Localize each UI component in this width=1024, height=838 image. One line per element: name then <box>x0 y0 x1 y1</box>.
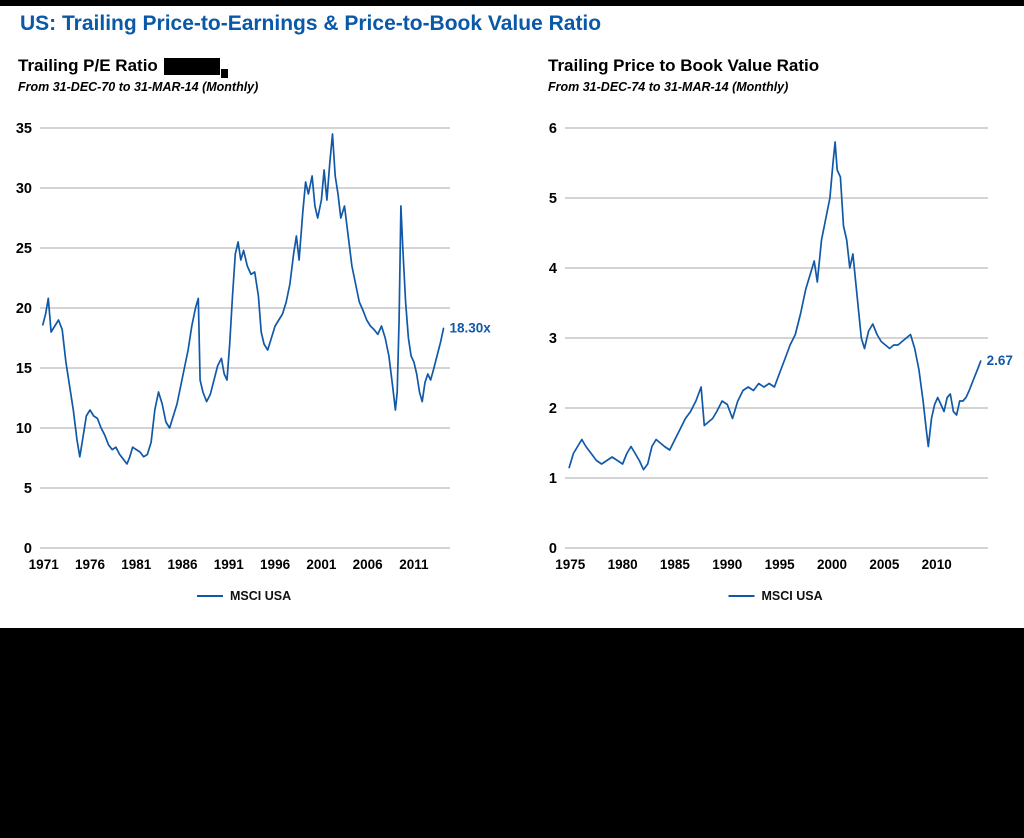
chart-subtitle: From 31-DEC-70 to 31-MAR-14 (Monthly) <box>18 80 259 94</box>
x-tick-label: 1986 <box>168 557 199 572</box>
pe-chart: Trailing P/E Ratio From 31-DEC-70 to 31-… <box>6 56 516 616</box>
y-tick-label: 15 <box>16 361 32 377</box>
x-tick-label: 2006 <box>353 557 384 572</box>
pb-chart-plot: 0 1 2 3 4 5 6 1975 1980 1985 1990 1995 2000 2005 2010 2… <box>549 121 1013 603</box>
y-tick-label: 30 <box>16 181 32 197</box>
y-tick-label: 5 <box>549 191 557 207</box>
x-tick-label: 1990 <box>712 557 742 572</box>
y-tick-label: 20 <box>16 301 32 317</box>
redaction-box <box>163 58 220 76</box>
redaction-mark <box>220 69 228 79</box>
page-title: US: Trailing Price-to-Earnings & Price-t… <box>20 12 602 35</box>
y-tick-label: 6 <box>549 121 557 137</box>
y-tick-label: 35 <box>16 121 32 137</box>
end-value-label: 18.30x <box>450 320 492 335</box>
pe-chart-plot: 0 5 10 15 20 25 30 35 1971 1976 1981 1986 1991 1996 20… <box>16 121 492 603</box>
redaction-box-white <box>876 52 938 80</box>
y-tick-label: 10 <box>16 421 32 437</box>
x-tick-label: 1985 <box>660 557 691 572</box>
x-tick-label: 1981 <box>121 557 152 572</box>
x-tick-label: 1995 <box>765 557 796 572</box>
chart-title: Trailing P/E Ratio <box>18 56 158 75</box>
x-tick-label: 2011 <box>399 557 429 572</box>
y-tick-label: 3 <box>549 331 557 347</box>
y-tick-label: 5 <box>24 481 32 497</box>
x-tick-label: 2005 <box>869 557 900 572</box>
series-line <box>568 141 982 471</box>
x-tick-label: 1975 <box>555 557 586 572</box>
x-tick-label: 1980 <box>608 557 638 572</box>
pe-chart-header: Trailing P/E Ratio <box>6 56 516 80</box>
y-tick-label: 0 <box>549 541 557 557</box>
end-value-label: 2.67 <box>987 353 1013 368</box>
chart-title: Trailing Price to Book Value Ratio <box>548 56 820 75</box>
series-line <box>41 133 445 465</box>
x-tick-label: 1971 <box>29 557 60 572</box>
pb-chart: Trailing Price to Book Value Ratio From … <box>534 52 1024 616</box>
y-tick-label: 2 <box>549 401 557 417</box>
legend-label: MSCI USA <box>230 589 291 603</box>
x-tick-label: 2010 <box>922 557 952 572</box>
x-tick-label: 2001 <box>306 557 337 572</box>
legend-label: MSCI USA <box>762 589 823 603</box>
y-tick-label: 0 <box>24 541 32 557</box>
x-tick-label: 1991 <box>214 557 245 572</box>
y-tick-label: 25 <box>16 241 32 257</box>
x-tick-label: 2000 <box>817 557 847 572</box>
pb-chart-header: Trailing Price to Book Value Ratio <box>534 52 1024 80</box>
y-tick-label: 4 <box>549 261 557 277</box>
content-panel: US: Trailing Price-to-Earnings & Price-t… <box>0 6 1024 628</box>
y-tick-label: 1 <box>549 471 557 487</box>
x-tick-label: 1996 <box>260 557 291 572</box>
chart-subtitle: From 31-DEC-74 to 31-MAR-14 (Monthly) <box>548 80 789 94</box>
x-tick-label: 1976 <box>75 557 106 572</box>
